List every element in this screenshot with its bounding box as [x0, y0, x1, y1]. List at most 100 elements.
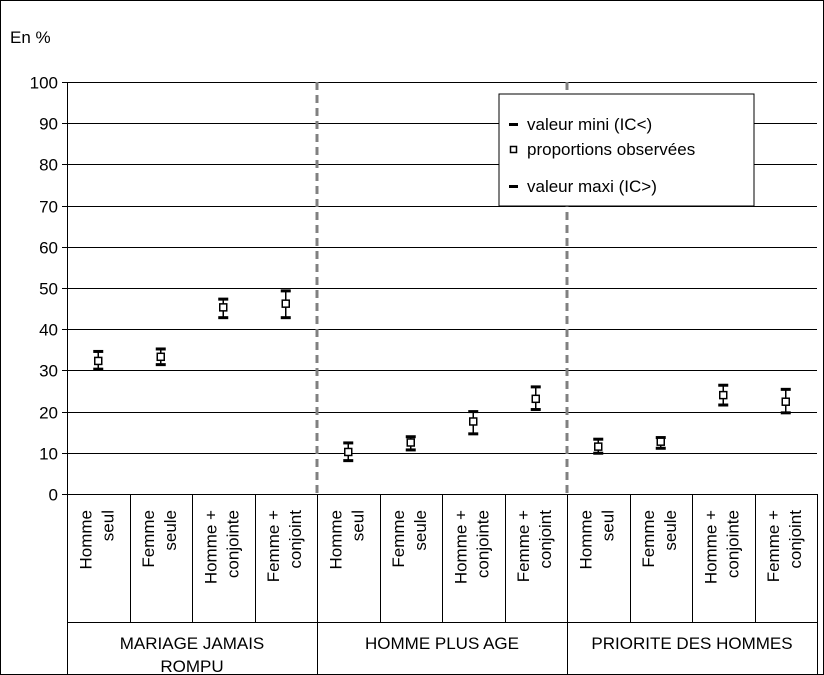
category-label: Femme + conjoint — [514, 510, 555, 583]
group-label: MARIAGE JAMAIS — [120, 634, 265, 653]
legend-obs-marker — [509, 145, 518, 154]
category-label-line: seule — [411, 510, 430, 551]
legend-box — [498, 93, 755, 207]
min-value-mark — [93, 367, 104, 371]
max-value-mark — [155, 347, 166, 351]
y-tick-label: 20 — [39, 404, 58, 423]
max-value-mark — [280, 289, 291, 293]
category-label: Homme seul — [326, 510, 367, 570]
max-value-mark — [780, 387, 791, 391]
observed-point — [469, 417, 478, 426]
category-label-line: Femme — [389, 510, 408, 568]
category-label-line: conjoint — [786, 510, 805, 569]
legend-min-marker — [509, 123, 518, 126]
min-value-mark — [218, 316, 229, 320]
max-value-mark — [93, 349, 104, 353]
y-tick-label: 90 — [39, 115, 58, 134]
y-tick-labels: 0 10 20 30 40 50 60 70 80 90 100 — [30, 74, 58, 505]
max-value-mark — [343, 441, 354, 445]
category-label-line: Femme — [639, 510, 658, 568]
min-value-mark — [405, 448, 416, 452]
category-label-line: Homme + — [201, 510, 220, 584]
group-label: ROMPU — [160, 657, 223, 675]
observed-point — [531, 394, 540, 404]
min-value-mark — [343, 459, 354, 463]
min-value-mark — [155, 363, 166, 367]
min-value-mark — [530, 408, 541, 412]
category-label-line: seul — [348, 510, 367, 541]
category-label: Femme seule — [389, 510, 430, 568]
category-label: Homme seul — [76, 510, 117, 570]
group-label: PRIORITE DES HOMMES — [591, 634, 792, 653]
min-value-mark — [468, 432, 479, 436]
category-label: Homme + conjointe — [701, 510, 742, 584]
category-label-line: seul — [98, 510, 117, 541]
max-value-mark — [405, 435, 416, 439]
min-value-mark — [718, 403, 729, 407]
observed-point — [781, 397, 790, 406]
series-layer — [93, 289, 791, 463]
legend: valeur mini (IC<) proportions observées … — [498, 93, 755, 207]
category-label-line: conjointe — [223, 510, 242, 578]
observed-point — [344, 447, 353, 457]
min-value-mark — [280, 316, 291, 320]
observed-point — [594, 442, 603, 451]
min-value-mark — [780, 411, 791, 415]
category-label-line: seule — [161, 510, 180, 551]
min-value-mark — [655, 446, 666, 450]
legend-min-label: valeur mini (IC<) — [527, 115, 652, 134]
legend-max-label: valeur maxi (IC>) — [527, 177, 657, 196]
observed-point — [94, 356, 103, 366]
group-label: HOMME PLUS AGE — [365, 634, 519, 653]
category-label-line: Homme + — [451, 510, 470, 584]
y-tick-label: 0 — [49, 486, 58, 505]
max-value-mark — [593, 437, 604, 441]
y-tick-label: 10 — [39, 445, 58, 464]
observed-point — [719, 390, 728, 400]
max-value-mark — [468, 410, 479, 414]
category-label-line: Homme — [326, 510, 345, 570]
legend-obs-label: proportions observées — [527, 140, 695, 159]
category-label-line: seule — [661, 510, 680, 551]
category-label-line: Femme + — [764, 510, 783, 582]
category-label-line: conjointe — [473, 510, 492, 578]
observed-point — [219, 303, 228, 312]
category-label-line: conjointe — [723, 510, 742, 578]
y-tick-label: 50 — [39, 280, 58, 299]
category-label-line: seul — [598, 510, 617, 541]
category-label-line: conjoint — [536, 510, 555, 569]
category-label: Femme + conjoint — [764, 510, 805, 583]
category-labels: Homme seul Femme seule Homme + conjointe Femme… — [76, 510, 805, 584]
category-label-line: Homme — [76, 510, 95, 570]
unit-label: En % — [10, 28, 51, 47]
category-label-line: Homme + — [701, 510, 720, 584]
min-value-mark — [593, 451, 604, 455]
y-tick-label: 80 — [39, 156, 58, 175]
category-label: Homme seul — [576, 510, 617, 570]
category-label: Femme + conjoint — [264, 510, 305, 583]
max-value-mark — [530, 385, 541, 389]
axes — [62, 82, 818, 675]
group-labels: MARIAGE JAMAIS ROMPU HOMME PLUS AGE PRIORIT… — [120, 634, 793, 675]
category-label-line: conjoint — [286, 510, 305, 569]
legend-max-marker — [509, 185, 518, 188]
category-label-line: Femme — [139, 510, 158, 568]
y-tick-label: 100 — [30, 74, 58, 93]
category-label-line: Femme + — [514, 510, 533, 582]
y-tick-label: 30 — [39, 362, 58, 381]
observed-point — [656, 437, 665, 446]
y-tick-label: 70 — [39, 198, 58, 217]
category-label: Homme + conjointe — [201, 510, 242, 584]
category-label-line: Homme — [576, 510, 595, 570]
y-tick-label: 40 — [39, 321, 58, 340]
category-label: Homme + conjointe — [451, 510, 492, 584]
observed-point — [156, 352, 165, 362]
max-value-mark — [718, 383, 729, 387]
max-value-mark — [218, 297, 229, 301]
category-label-line: Femme + — [264, 510, 283, 582]
category-label: Femme seule — [639, 510, 680, 568]
category-label: Femme seule — [139, 510, 180, 568]
observed-point — [281, 299, 290, 308]
